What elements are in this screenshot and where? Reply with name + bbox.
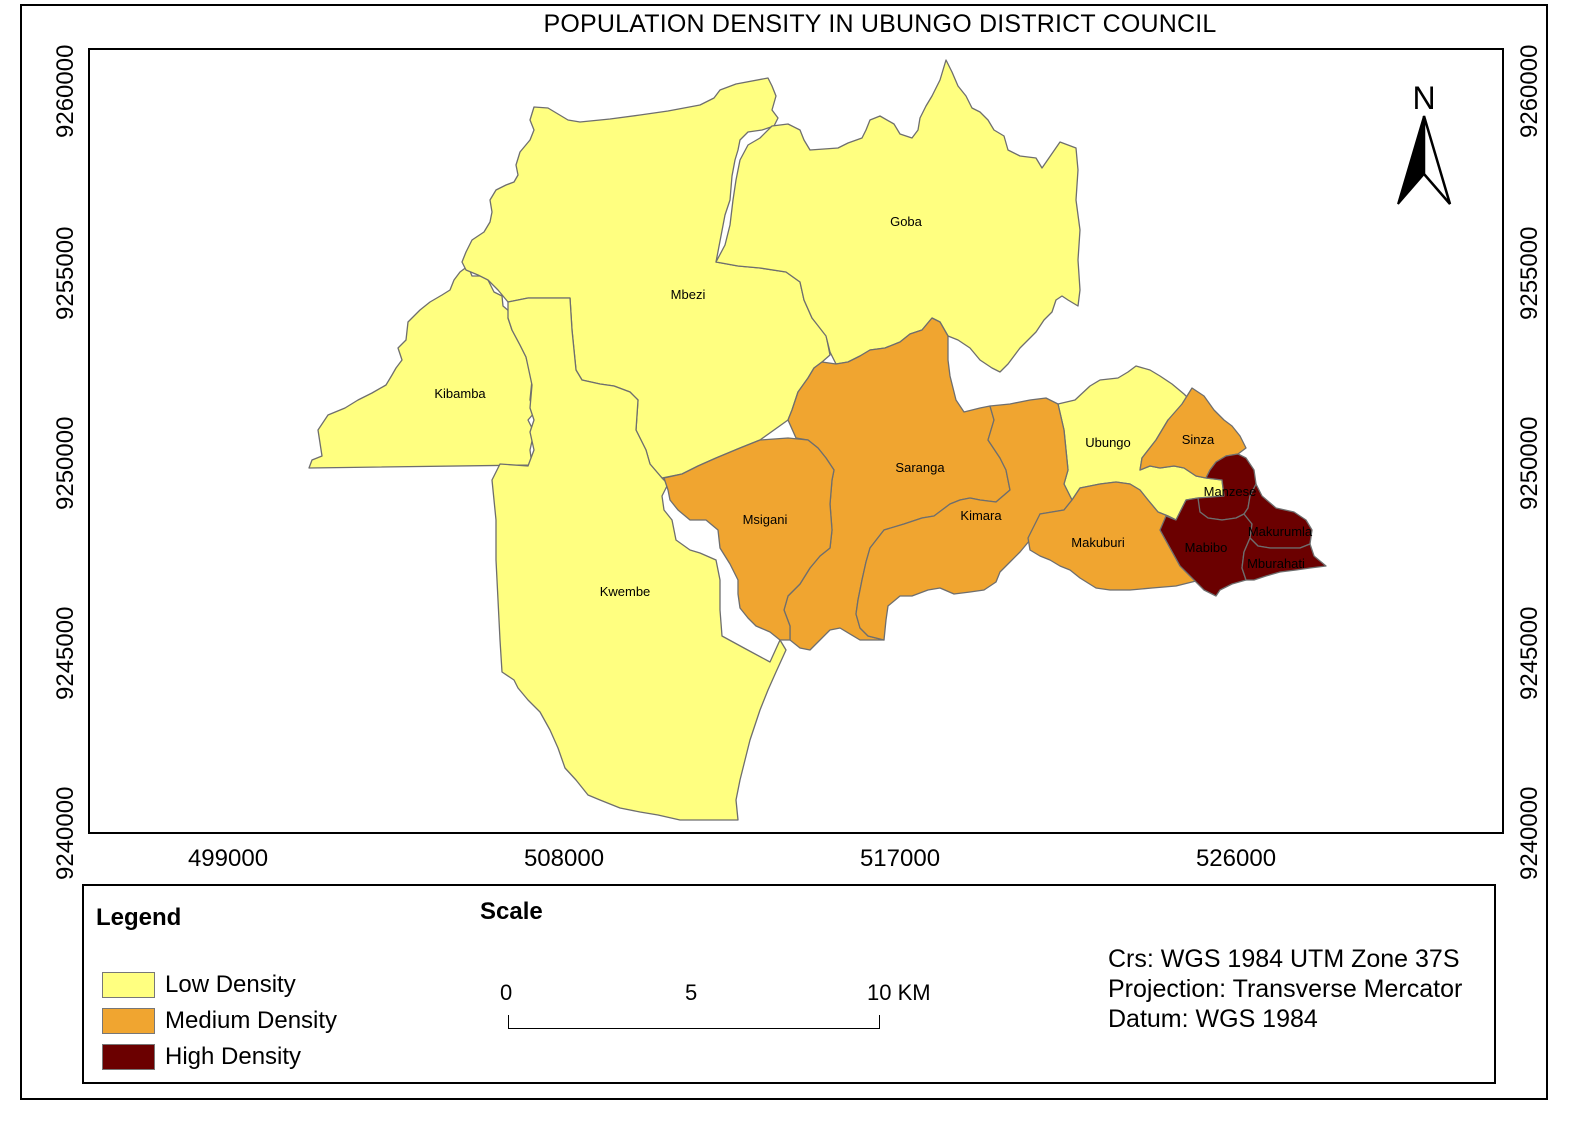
legend-label: High Density	[165, 1043, 302, 1070]
district-mburahati[interactable]	[1241, 537, 1327, 581]
label-makuburi: Makuburi	[1071, 535, 1125, 550]
label-makurumla: Makurumla	[1248, 524, 1313, 539]
x-tick: 526000	[1195, 845, 1277, 872]
label-kwembe: Kwembe	[600, 584, 651, 599]
scale-label-0: 0	[500, 980, 513, 1005]
projection-line: Projection: Transverse Mercator	[1108, 975, 1463, 1003]
scale-label-5: 5	[685, 980, 698, 1005]
datum-line: Datum: WGS 1984	[1108, 1005, 1318, 1033]
label-sinza: Sinza	[1182, 432, 1215, 447]
legend-label: Medium Density	[165, 1007, 338, 1034]
legend-item-low: Low Density	[102, 971, 296, 999]
scale-label-10: 10 KM	[867, 980, 931, 1005]
label-manzese: Manzese	[1204, 484, 1257, 499]
legend-item-medium: Medium Density	[102, 1007, 337, 1035]
swatch-high	[102, 1044, 155, 1070]
legend-panel	[82, 884, 1496, 1084]
scale-title: Scale	[480, 898, 543, 925]
district-msigani[interactable]	[663, 437, 835, 641]
label-mburahati: Mburahati	[1247, 556, 1305, 571]
legend-item-high: High Density	[102, 1043, 301, 1071]
north-label: N	[1412, 80, 1436, 116]
scale-bar	[508, 1015, 880, 1029]
district-kimara[interactable]	[855, 397, 1073, 641]
district-kwembe[interactable]	[491, 297, 787, 821]
x-tick: 508000	[523, 845, 605, 872]
district-labels: Goba Mbezi Kibamba Kwembe Ubungo Saranga…	[434, 214, 1313, 599]
north-arrow-icon	[1397, 115, 1452, 205]
district-kibamba[interactable]	[308, 265, 536, 469]
crs-line: Crs: WGS 1984 UTM Zone 37S	[1108, 945, 1460, 973]
map-frame	[88, 48, 1504, 834]
label-kibamba: Kibamba	[434, 386, 486, 401]
outer-frame	[20, 4, 1548, 1100]
label-msigani: Msigani	[743, 512, 788, 527]
label-ubungo: Ubungo	[1085, 435, 1131, 450]
crs-info: Crs: WGS 1984 UTM Zone 37S Projection: T…	[1108, 944, 1462, 1034]
map-title: POPULATION DENSITY IN UBUNGO DISTRICT CO…	[543, 10, 1217, 38]
legend-label: Low Density	[165, 971, 296, 998]
x-tick: 517000	[859, 845, 941, 872]
swatch-medium	[102, 1008, 155, 1034]
north-arrow: N	[1392, 82, 1456, 219]
label-saranga: Saranga	[895, 460, 945, 475]
legend-title: Legend	[96, 904, 182, 931]
label-goba: Goba	[890, 214, 923, 229]
label-kimara: Kimara	[960, 508, 1002, 523]
district-makuburi[interactable]	[1027, 481, 1201, 591]
label-mbezi: Mbezi	[671, 287, 706, 302]
x-tick: 499000	[187, 845, 269, 872]
district-goba[interactable]	[715, 59, 1081, 373]
swatch-low	[102, 972, 155, 998]
label-mabibo: Mabibo	[1185, 540, 1228, 555]
